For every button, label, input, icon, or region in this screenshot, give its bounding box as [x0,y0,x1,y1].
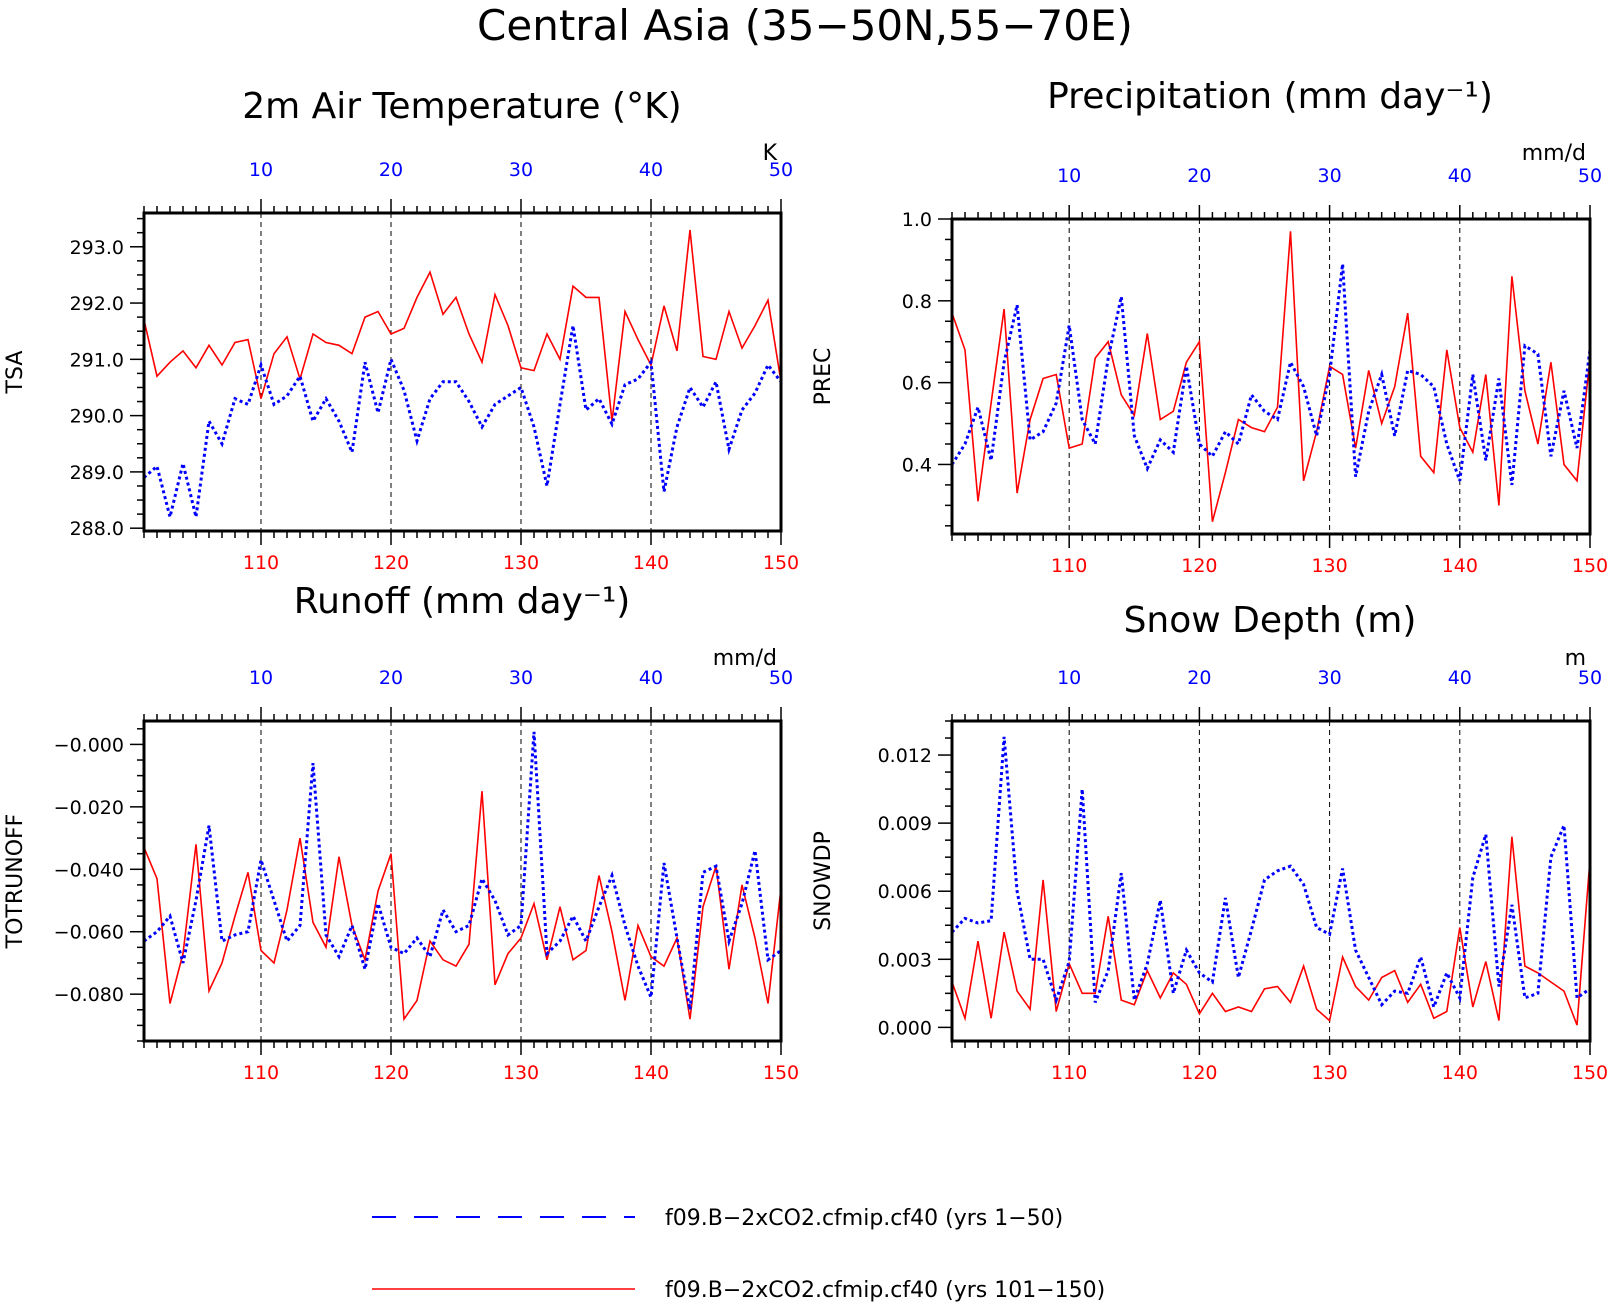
bottom-x-tick-label: 130 [1311,555,1347,577]
top-x-tick-label: 30 [509,159,533,181]
series-line-yrs-101-150 [143,791,782,1022]
y-tick-label: −0.080 [54,984,124,1006]
top-x-tick-label: 50 [769,667,793,689]
plot-frame [950,719,1592,1043]
legend-label-series1: f09.B−2xCO2.cfmip.cf40 (yrs 1−50) [665,1206,1063,1231]
y-tick-label: 0.012 [878,745,932,767]
bottom-x-tick-label: 130 [503,552,539,574]
y-axis-label: PREC [811,348,836,406]
bottom-x-tick-label: 130 [1311,1062,1347,1084]
y-tick-label: 293.0 [70,237,124,259]
top-x-tick-label: 40 [639,667,663,689]
bottom-x-tick-label: 140 [633,1062,669,1084]
bottom-x-tick-label: 130 [503,1062,539,1084]
top-x-tick-label: 30 [1317,165,1341,187]
y-tick-label: 0.8 [902,291,932,313]
series-line-yrs-101-150 [951,231,1591,522]
top-x-tick-label: 50 [1578,667,1602,689]
y-axis-label: TOTRUNOFF [3,814,28,950]
panel-title: Snow Depth (m) [1124,600,1417,641]
top-x-tick-label: 10 [249,667,273,689]
plot-frame [142,719,783,1043]
units-label: mm/d [1522,141,1586,166]
bottom-x-tick-label: 110 [243,552,279,574]
top-x-tick-label: 20 [379,667,403,689]
bottom-x-tick-label: 110 [1051,1062,1087,1084]
bottom-x-tick-label: 140 [1442,555,1478,577]
bottom-x-tick-label: 150 [763,552,799,574]
top-x-tick-label: 50 [1578,165,1602,187]
top-x-tick-label: 10 [1057,667,1081,689]
chart-panel-3: Runoff (mm day⁻¹) mm/d TOTRUNOFF −0.080 −0.0… [3,581,799,1084]
y-tick-label: 0.006 [878,881,932,903]
y-tick-label: 289.0 [70,462,124,484]
top-x-tick-label: 20 [379,159,403,181]
y-tick-label: 1.0 [902,209,932,231]
bottom-x-tick-label: 110 [1051,555,1087,577]
series-line-yrs-1-50 [143,325,783,518]
bottom-x-tick-label: 140 [633,552,669,574]
bottom-x-tick-label: 150 [1572,555,1608,577]
top-x-tick-label: 40 [639,159,663,181]
panel-title: Precipitation (mm day⁻¹) [1047,76,1493,117]
top-x-tick-label: 50 [769,159,793,181]
top-x-tick-label: 10 [249,159,273,181]
top-x-tick-label: 30 [509,667,533,689]
top-x-tick-label: 10 [1057,165,1081,187]
bottom-x-tick-label: 140 [1442,1062,1478,1084]
plot-frame [142,211,783,533]
y-tick-label: 0.003 [878,949,932,971]
bottom-x-tick-label: 120 [373,1062,409,1084]
series-line-yrs-101-150 [951,836,1591,1026]
y-axis-label: TSA [3,351,28,395]
y-tick-label: 291.0 [70,349,124,371]
bottom-x-tick-label: 150 [763,1062,799,1084]
y-tick-label: 0.4 [902,454,932,476]
y-tick-label: −0.040 [54,859,124,881]
top-x-tick-label: 30 [1317,667,1341,689]
series-line-yrs-1-50 [950,263,1592,486]
bottom-x-tick-label: 120 [1181,555,1217,577]
bottom-x-tick-label: 120 [1181,1062,1217,1084]
top-x-tick-label: 40 [1448,667,1472,689]
y-tick-label: −0.000 [54,734,124,756]
y-tick-label: 0.009 [878,813,932,835]
plot-frame [950,217,1592,536]
top-x-tick-label: 20 [1187,667,1211,689]
chart-panel-4: Snow Depth (m) m SNOWDP 0.000 0.003 0.006 0.00… [811,600,1608,1084]
bottom-x-tick-label: 150 [1572,1062,1608,1084]
legend: f09.B−2xCO2.cfmip.cf40 (yrs 1−50) f09.B−… [372,1206,1105,1303]
series-line-yrs-1-50 [143,731,782,1011]
chart-panel-2: Precipitation (mm day⁻¹) mm/d PREC 0.4 0.6 0.… [811,76,1608,577]
y-tick-label: 290.0 [70,406,124,428]
y-axis-label: SNOWDP [811,831,836,931]
panel-title: 2m Air Temperature (°K) [242,86,681,127]
panel-title: Runoff (mm day⁻¹) [294,581,631,622]
bottom-x-tick-label: 110 [243,1062,279,1084]
units-label: m [1565,646,1586,671]
y-tick-label: 292.0 [70,293,124,315]
figure-title: Central Asia (35−50N,55−70E) [477,1,1133,50]
y-tick-label: 288.0 [70,518,124,540]
top-x-tick-label: 40 [1448,165,1472,187]
units-label: K [763,141,778,166]
bottom-x-tick-label: 120 [373,552,409,574]
series-line-yrs-1-50 [950,736,1591,1012]
y-tick-label: −0.020 [54,797,124,819]
y-tick-label: −0.060 [54,922,124,944]
units-label: mm/d [713,646,777,671]
chart-panel-1: 2m Air Temperature (°K) K TSA 288.0 289.0 290… [3,86,799,574]
panels: 2m Air Temperature (°K) K TSA 288.0 289.0 290… [3,76,1608,1084]
top-x-tick-label: 20 [1187,165,1211,187]
legend-label-series2: f09.B−2xCO2.cfmip.cf40 (yrs 101−150) [665,1278,1105,1303]
y-tick-label: 0.000 [878,1017,932,1039]
series-line-yrs-101-150 [143,229,782,422]
y-tick-label: 0.6 [902,373,932,395]
